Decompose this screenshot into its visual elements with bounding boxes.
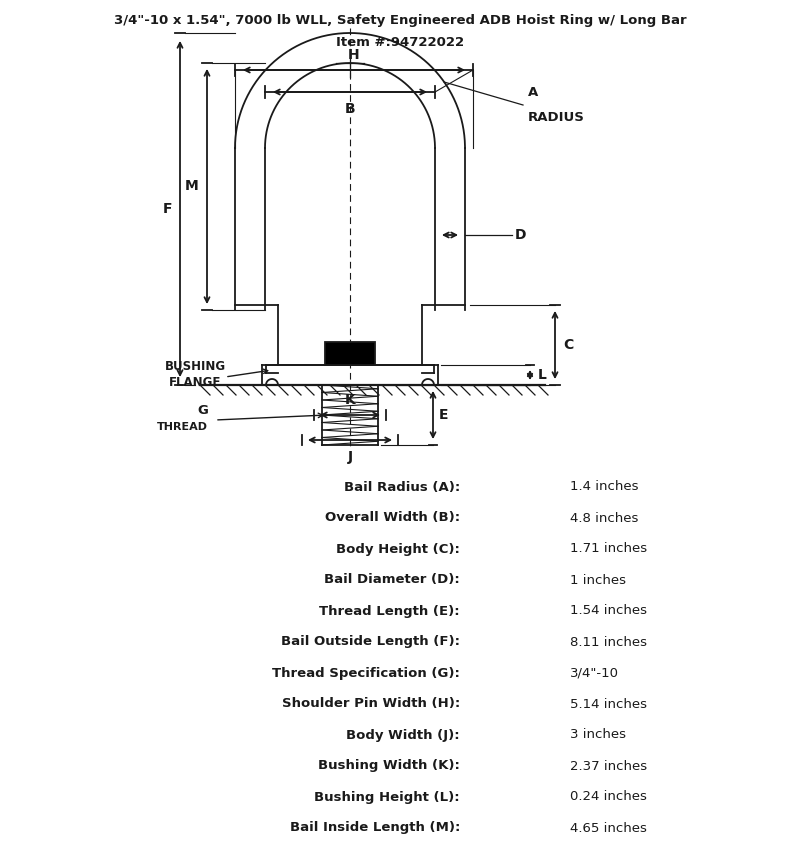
Text: Bail Inside Length (M):: Bail Inside Length (M): — [290, 821, 460, 834]
Text: 5.14 inches: 5.14 inches — [570, 697, 647, 711]
Text: 1.71 inches: 1.71 inches — [570, 542, 647, 556]
Text: Body Height (C):: Body Height (C): — [336, 542, 460, 556]
Text: Overall Width (B):: Overall Width (B): — [325, 512, 460, 525]
Text: E: E — [439, 408, 449, 422]
Text: RADIUS: RADIUS — [528, 111, 585, 124]
Text: D: D — [515, 228, 526, 242]
Polygon shape — [325, 342, 375, 365]
Text: 3/4"-10: 3/4"-10 — [570, 667, 619, 679]
Text: Bail Diameter (D):: Bail Diameter (D): — [324, 574, 460, 586]
Text: 4.8 inches: 4.8 inches — [570, 512, 638, 525]
Text: Bushing Height (L):: Bushing Height (L): — [314, 790, 460, 804]
Text: 1.54 inches: 1.54 inches — [570, 605, 647, 618]
Text: J: J — [347, 450, 353, 464]
Text: 3 inches: 3 inches — [570, 728, 626, 741]
Text: Thread Length (E):: Thread Length (E): — [319, 605, 460, 618]
Text: B: B — [345, 102, 355, 116]
Text: 8.11 inches: 8.11 inches — [570, 635, 647, 649]
Text: F: F — [162, 202, 172, 216]
Text: A: A — [528, 86, 538, 99]
Text: BUSHING: BUSHING — [165, 360, 226, 373]
Text: Bail Outside Length (F):: Bail Outside Length (F): — [281, 635, 460, 649]
Text: 1 inches: 1 inches — [570, 574, 626, 586]
Text: G: G — [197, 404, 208, 417]
Text: Body Width (J):: Body Width (J): — [346, 728, 460, 741]
Text: FLANGE: FLANGE — [169, 376, 221, 389]
Text: Bail Radius (A):: Bail Radius (A): — [344, 481, 460, 493]
Text: H: H — [348, 48, 360, 62]
Text: THREAD: THREAD — [157, 422, 208, 432]
Text: 1.4 inches: 1.4 inches — [570, 481, 638, 493]
Text: 0.24 inches: 0.24 inches — [570, 790, 647, 804]
Text: Shoulder Pin Width (H):: Shoulder Pin Width (H): — [282, 697, 460, 711]
Text: Bushing Width (K):: Bushing Width (K): — [318, 760, 460, 772]
Text: Thread Specification (G):: Thread Specification (G): — [272, 667, 460, 679]
Text: K: K — [345, 393, 355, 407]
Text: Item #:94722022: Item #:94722022 — [336, 36, 464, 49]
Text: L: L — [538, 368, 547, 382]
Text: 3/4"-10 x 1.54", 7000 lb WLL, Safety Engineered ADB Hoist Ring w/ Long Bar: 3/4"-10 x 1.54", 7000 lb WLL, Safety Eng… — [114, 14, 686, 27]
Text: C: C — [563, 338, 574, 352]
Text: 4.65 inches: 4.65 inches — [570, 821, 647, 834]
Text: 2.37 inches: 2.37 inches — [570, 760, 647, 772]
Text: M: M — [186, 179, 199, 194]
